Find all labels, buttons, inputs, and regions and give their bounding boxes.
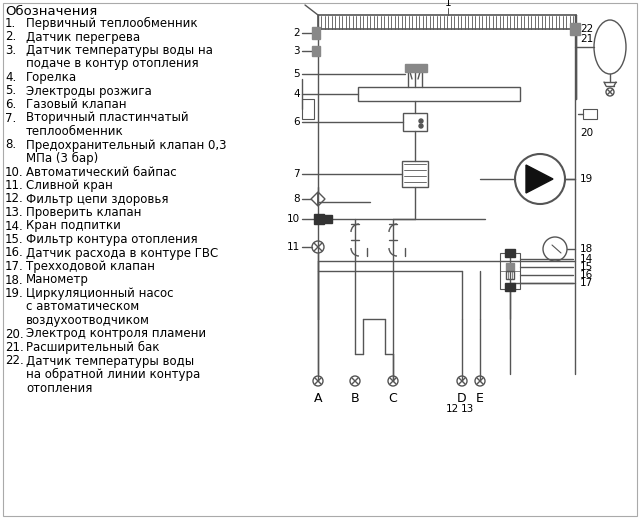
Bar bbox=[302, 99, 314, 119]
Text: Датчик расхода в контуре ГВС: Датчик расхода в контуре ГВС bbox=[26, 247, 218, 260]
Text: 6: 6 bbox=[293, 117, 300, 127]
Text: 21.: 21. bbox=[5, 341, 24, 354]
Text: 14.: 14. bbox=[5, 220, 24, 233]
Bar bbox=[583, 109, 597, 119]
Text: 17.: 17. bbox=[5, 260, 24, 273]
Text: 19: 19 bbox=[580, 174, 593, 184]
Bar bbox=[570, 23, 580, 35]
Text: 8: 8 bbox=[293, 194, 300, 204]
Text: 19.: 19. bbox=[5, 287, 24, 300]
Bar bbox=[403, 113, 427, 131]
Text: с автоматическом: с автоматическом bbox=[26, 301, 140, 313]
Text: Фильтр цепи здоровья: Фильтр цепи здоровья bbox=[26, 193, 168, 206]
Text: 18.: 18. bbox=[5, 274, 24, 286]
Text: отопления: отопления bbox=[26, 381, 92, 394]
Text: 15: 15 bbox=[580, 262, 593, 272]
Bar bbox=[318, 15, 576, 29]
Bar bbox=[505, 283, 515, 291]
Text: 1: 1 bbox=[445, 0, 451, 8]
Text: воздухоотводчиком: воздухоотводчиком bbox=[26, 314, 150, 327]
Text: Датчик температуры воды на: Датчик температуры воды на bbox=[26, 44, 213, 57]
Text: 2.: 2. bbox=[5, 31, 16, 44]
Text: Вторичный пластинчатый: Вторичный пластинчатый bbox=[26, 112, 189, 125]
Circle shape bbox=[419, 119, 423, 123]
Text: 5.: 5. bbox=[5, 85, 16, 98]
Text: Кран подпитки: Кран подпитки bbox=[26, 220, 121, 233]
Text: 6.: 6. bbox=[5, 98, 16, 111]
Text: Электрод контроля пламени: Электрод контроля пламени bbox=[26, 327, 206, 340]
Text: 4.: 4. bbox=[5, 71, 16, 84]
Text: Электроды розжига: Электроды розжига bbox=[26, 85, 152, 98]
Text: Первичный теплообменник: Первичный теплообменник bbox=[26, 17, 198, 30]
Bar bbox=[358, 87, 520, 101]
Text: на обратной линии контура: на обратной линии контура bbox=[26, 368, 200, 381]
Text: 16.: 16. bbox=[5, 247, 24, 260]
Text: 12.: 12. bbox=[5, 193, 24, 206]
Text: 22: 22 bbox=[580, 24, 593, 34]
Bar bbox=[506, 263, 514, 271]
Text: 2: 2 bbox=[293, 28, 300, 38]
Text: B: B bbox=[351, 392, 359, 405]
Text: 3.: 3. bbox=[5, 44, 16, 57]
Bar bbox=[314, 214, 324, 224]
Text: 3: 3 bbox=[293, 46, 300, 56]
Text: Расширительный бак: Расширительный бак bbox=[26, 341, 159, 354]
Bar bbox=[402, 161, 428, 187]
Bar bbox=[505, 249, 515, 257]
Text: 13.: 13. bbox=[5, 206, 24, 219]
Text: Предохранительный клапан 0,3: Предохранительный клапан 0,3 bbox=[26, 139, 227, 152]
Text: 11: 11 bbox=[287, 242, 300, 252]
Bar bbox=[320, 215, 332, 223]
Text: 10.: 10. bbox=[5, 166, 24, 179]
Bar bbox=[312, 27, 320, 39]
Text: 21: 21 bbox=[580, 34, 593, 44]
Text: МПа (3 бар): МПа (3 бар) bbox=[26, 152, 99, 165]
Text: Сливной кран: Сливной кран bbox=[26, 179, 113, 192]
Text: 13: 13 bbox=[460, 404, 474, 414]
Text: Фильтр контура отопления: Фильтр контура отопления bbox=[26, 233, 198, 246]
Bar bbox=[405, 64, 427, 72]
Text: 20.: 20. bbox=[5, 327, 24, 340]
Bar bbox=[506, 271, 514, 279]
Text: A: A bbox=[314, 392, 323, 405]
Text: Циркуляционный насос: Циркуляционный насос bbox=[26, 287, 173, 300]
Text: 17: 17 bbox=[580, 278, 593, 288]
Text: 5: 5 bbox=[293, 69, 300, 79]
Text: 20: 20 bbox=[580, 128, 593, 138]
Text: 1.: 1. bbox=[5, 17, 16, 30]
Text: 15.: 15. bbox=[5, 233, 24, 246]
Text: 8.: 8. bbox=[5, 139, 16, 152]
Text: Обозначения: Обозначения bbox=[5, 5, 97, 18]
Text: Газовый клапан: Газовый клапан bbox=[26, 98, 127, 111]
Text: 22.: 22. bbox=[5, 354, 24, 367]
Text: C: C bbox=[388, 392, 397, 405]
Bar bbox=[312, 46, 320, 56]
Text: Датчик температуры воды: Датчик температуры воды bbox=[26, 354, 194, 367]
Text: Горелка: Горелка bbox=[26, 71, 77, 84]
Text: D: D bbox=[457, 392, 467, 405]
Text: 14: 14 bbox=[580, 254, 593, 264]
Text: Проверить клапан: Проверить клапан bbox=[26, 206, 141, 219]
Text: E: E bbox=[476, 392, 484, 405]
Text: Манометр: Манометр bbox=[26, 274, 89, 286]
Text: подаче в контур отопления: подаче в контур отопления bbox=[26, 58, 198, 71]
Circle shape bbox=[419, 124, 423, 128]
Text: 11.: 11. bbox=[5, 179, 24, 192]
Text: 4: 4 bbox=[293, 89, 300, 99]
Text: теплообменник: теплообменник bbox=[26, 125, 124, 138]
Text: Датчик перегрева: Датчик перегрева bbox=[26, 31, 140, 44]
Bar bbox=[500, 253, 520, 289]
Text: 18: 18 bbox=[580, 244, 593, 254]
Text: 16: 16 bbox=[580, 270, 593, 280]
Polygon shape bbox=[526, 165, 553, 193]
Text: 7.: 7. bbox=[5, 112, 16, 125]
Text: 12: 12 bbox=[445, 404, 459, 414]
Text: Автоматический байпас: Автоматический байпас bbox=[26, 166, 177, 179]
Text: 7: 7 bbox=[293, 169, 300, 179]
Text: 10: 10 bbox=[287, 214, 300, 224]
Text: Трехходовой клапан: Трехходовой клапан bbox=[26, 260, 155, 273]
